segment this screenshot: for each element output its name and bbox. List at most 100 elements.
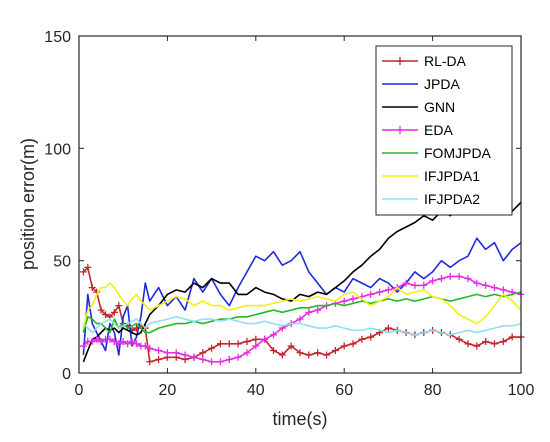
data-point-rl-da bbox=[490, 340, 498, 348]
data-point-eda bbox=[384, 286, 392, 294]
data-point-eda bbox=[437, 275, 445, 283]
data-point-eda bbox=[252, 342, 260, 350]
data-point-eda bbox=[376, 288, 384, 296]
legend-marker-eda bbox=[396, 126, 404, 134]
y-tick-label: 100 bbox=[44, 141, 71, 158]
data-point-eda bbox=[181, 351, 189, 359]
data-point-rl-da bbox=[84, 263, 92, 271]
data-point-rl-da bbox=[464, 340, 472, 348]
data-point-rl-da bbox=[455, 335, 463, 343]
data-point-rl-da bbox=[102, 311, 110, 319]
data-point-eda bbox=[455, 272, 463, 280]
data-point-eda bbox=[146, 344, 154, 352]
data-point-rl-da bbox=[146, 358, 154, 366]
x-tick-label: 80 bbox=[424, 382, 442, 399]
data-point-rl-da bbox=[252, 335, 260, 343]
x-axis-label: time(s) bbox=[273, 409, 328, 429]
data-point-eda bbox=[216, 358, 224, 366]
data-point-rl-da bbox=[115, 302, 123, 310]
data-point-rl-da bbox=[208, 344, 216, 352]
data-point-eda bbox=[141, 342, 149, 350]
data-point-eda bbox=[429, 277, 437, 285]
data-point-rl-da bbox=[199, 349, 207, 357]
data-point-eda bbox=[305, 308, 313, 316]
plot-frame bbox=[78, 35, 522, 374]
series-layer bbox=[79, 201, 525, 366]
legend-label-ifjpda1: IFJPDA1 bbox=[424, 168, 480, 184]
y-axis: 0 50 100 150 bbox=[44, 29, 521, 383]
data-point-eda bbox=[490, 284, 498, 292]
data-point-eda bbox=[199, 356, 207, 364]
data-point-eda bbox=[163, 349, 171, 357]
data-point-eda bbox=[482, 281, 490, 289]
data-point-rl-da bbox=[110, 308, 118, 316]
series-line-ifjpda2 bbox=[82, 315, 522, 336]
data-point-eda bbox=[499, 286, 507, 294]
data-point-rl-da bbox=[331, 347, 339, 355]
data-point-rl-da bbox=[349, 340, 357, 348]
data-point-eda bbox=[314, 306, 322, 314]
data-point-eda bbox=[402, 279, 410, 287]
data-point-eda bbox=[106, 335, 114, 343]
legend-label-gnn: GNN bbox=[424, 99, 455, 115]
data-point-eda bbox=[128, 338, 136, 346]
legend-label-ifjpda2: IFJPDA2 bbox=[424, 191, 480, 207]
y-tick-label: 50 bbox=[53, 254, 71, 271]
data-point-rl-da bbox=[269, 347, 277, 355]
legend-label-jpda: JPDA bbox=[424, 76, 460, 92]
series-line-gnn bbox=[82, 201, 522, 363]
legend-label-eda: EDA bbox=[424, 122, 453, 138]
data-point-rl-da bbox=[384, 324, 392, 332]
x-tick-label: 0 bbox=[75, 382, 84, 399]
legend: RL-DA JPDA GNN EDA FOMJPDA IFJPDA1 IFJPDA2 bbox=[375, 45, 513, 216]
data-point-rl-da bbox=[323, 351, 331, 359]
data-point-eda bbox=[88, 338, 96, 346]
y-tick-label: 150 bbox=[44, 29, 71, 46]
data-point-eda bbox=[296, 315, 304, 323]
data-point-rl-da bbox=[340, 342, 348, 350]
data-point-rl-da bbox=[287, 342, 295, 350]
data-point-eda bbox=[411, 281, 419, 289]
data-point-eda bbox=[340, 297, 348, 305]
data-point-eda bbox=[119, 338, 127, 346]
data-point-eda bbox=[97, 338, 105, 346]
data-point-rl-da bbox=[234, 340, 242, 348]
x-tick-label: 40 bbox=[247, 382, 265, 399]
data-point-eda bbox=[446, 272, 454, 280]
legend-label-rl-da: RL-DA bbox=[424, 53, 467, 69]
data-point-rl-da bbox=[358, 335, 366, 343]
data-point-eda bbox=[234, 353, 242, 361]
data-point-rl-da bbox=[243, 338, 251, 346]
data-point-eda bbox=[132, 340, 140, 348]
data-point-rl-da bbox=[79, 268, 87, 276]
data-point-eda bbox=[115, 340, 123, 348]
data-point-rl-da bbox=[278, 351, 286, 359]
y-axis-label: position error(m) bbox=[18, 138, 38, 270]
data-point-eda bbox=[473, 279, 481, 287]
x-tick-label: 100 bbox=[508, 382, 535, 399]
data-point-eda bbox=[155, 347, 163, 355]
data-point-eda bbox=[367, 290, 375, 298]
data-point-eda bbox=[243, 349, 251, 357]
legend-label-fomjpda: FOMJPDA bbox=[424, 145, 492, 161]
data-point-rl-da bbox=[225, 340, 233, 348]
y-tick-label: 0 bbox=[62, 366, 71, 383]
data-point-rl-da bbox=[88, 284, 96, 292]
data-point-eda bbox=[464, 275, 472, 283]
data-point-eda bbox=[110, 338, 118, 346]
data-point-rl-da bbox=[155, 356, 163, 364]
x-tick-label: 20 bbox=[159, 382, 177, 399]
data-point-rl-da bbox=[499, 338, 507, 346]
data-point-eda bbox=[269, 331, 277, 339]
data-point-eda bbox=[124, 340, 132, 348]
data-point-rl-da bbox=[482, 338, 490, 346]
data-point-rl-da bbox=[314, 349, 322, 357]
data-point-eda bbox=[93, 335, 101, 343]
data-point-eda bbox=[172, 349, 180, 357]
data-point-eda bbox=[208, 358, 216, 366]
series-line-eda bbox=[82, 275, 522, 363]
series-line-jpda bbox=[82, 237, 522, 356]
data-point-eda bbox=[225, 356, 233, 364]
data-point-rl-da bbox=[367, 333, 375, 341]
